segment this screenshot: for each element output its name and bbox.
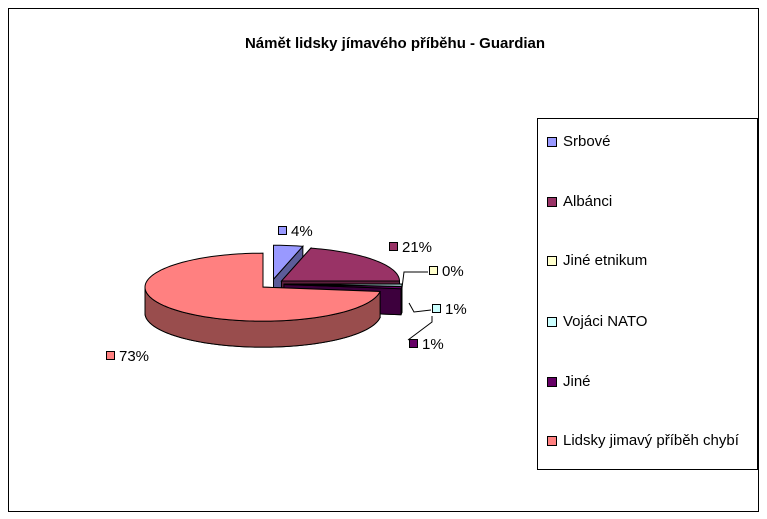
slice-rim — [400, 286, 403, 315]
legend-label: Vojáci NATO — [563, 313, 648, 330]
data-label: 4% — [291, 223, 313, 240]
slice — [280, 247, 401, 282]
leader-line — [408, 302, 432, 313]
legend-swatch — [547, 377, 557, 387]
legend-swatch — [547, 436, 557, 446]
legend-item: Albánci — [547, 192, 753, 211]
legend-item: Srbové — [547, 132, 753, 151]
data-label: 1% — [422, 336, 444, 353]
slice — [283, 283, 403, 290]
legend-label: Lidsky jimavý příběh chybí — [563, 432, 739, 449]
label-swatch — [429, 266, 438, 275]
legend-swatch — [547, 137, 557, 147]
slice — [144, 252, 381, 322]
legend-item: Jiné — [547, 372, 753, 391]
legend-label: Jiné — [563, 373, 591, 390]
label-swatch — [278, 226, 287, 235]
legend-label: Jiné etnikum — [563, 252, 648, 269]
label-swatch — [432, 304, 441, 313]
legend-label: Albánci — [563, 193, 613, 210]
leader-line — [401, 271, 428, 289]
pie-tops — [144, 244, 403, 322]
chart-title: Námět lidsky jímavého příběhu - Guardian — [245, 35, 545, 52]
label-swatch — [389, 242, 398, 251]
legend-swatch — [547, 256, 557, 266]
data-label: 21% — [402, 239, 432, 256]
legend-swatch — [547, 197, 557, 207]
data-label: 73% — [119, 348, 149, 365]
legend-label: Srbové — [563, 133, 611, 150]
legend: Srbové Albánci Jiné etnikum Vojáci NATO Jiné… — [537, 118, 758, 470]
legend-item: Vojáci NATO — [547, 312, 753, 331]
data-label: 1% — [445, 301, 467, 318]
leader-line — [407, 316, 433, 341]
label-swatch — [409, 339, 418, 348]
legend-item: Lidsky jimavý příběh chybí — [547, 431, 753, 450]
legend-swatch — [547, 317, 557, 327]
label-swatch — [106, 351, 115, 360]
legend-item: Jiné etnikum — [547, 251, 753, 270]
data-label: 0% — [442, 263, 464, 280]
slice — [273, 244, 304, 281]
